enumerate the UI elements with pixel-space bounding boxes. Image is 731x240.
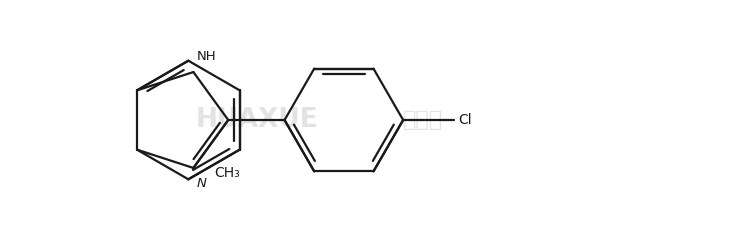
Text: 化学加: 化学加	[404, 110, 444, 130]
Text: N: N	[197, 177, 206, 190]
Text: HUAXUE: HUAXUE	[196, 107, 319, 133]
Text: Cl: Cl	[458, 113, 471, 127]
Text: CH₃: CH₃	[213, 166, 240, 180]
Text: NH: NH	[197, 50, 216, 63]
